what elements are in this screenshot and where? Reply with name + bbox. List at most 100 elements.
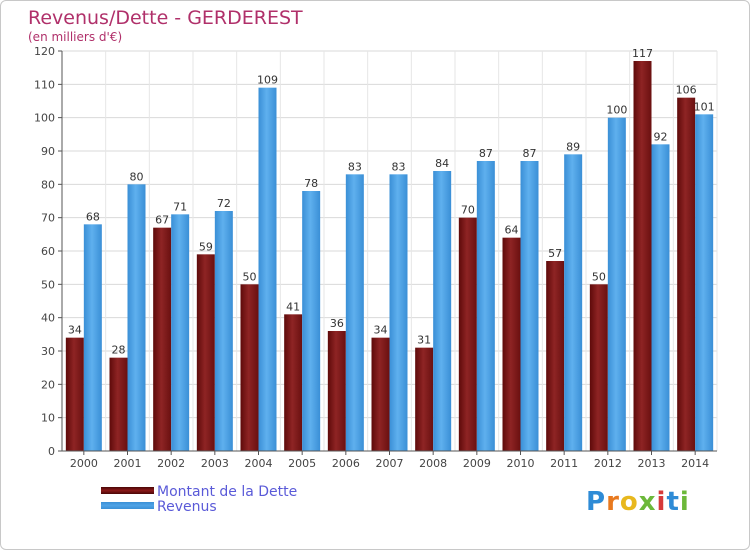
bar-debt (196, 254, 215, 451)
x-tick-label: 2007 (376, 457, 404, 470)
data-label-revenus: 101 (694, 100, 715, 113)
bar-debt (677, 97, 696, 452)
bar-debt (153, 227, 172, 451)
x-tick-label: 2011 (550, 457, 578, 470)
bar-debt (109, 357, 128, 451)
data-label-debt: 64 (505, 224, 519, 237)
y-tick-label: 110 (34, 78, 55, 91)
x-tick-label: 2001 (114, 457, 142, 470)
proxiti-logo: Proxiti (586, 487, 690, 517)
data-label-debt: 34 (68, 324, 82, 337)
bar-revenus (476, 161, 495, 451)
bar-debt (589, 284, 608, 451)
chart-title: Revenus/Dette - GERDEREST (28, 7, 303, 29)
y-tick-label: 90 (41, 145, 55, 158)
data-label-debt: 50 (243, 270, 257, 283)
data-label-debt: 57 (548, 247, 562, 260)
chart-subtitle: (en milliers d'€) (28, 30, 123, 44)
legend-label-revenus: Revenus (157, 499, 217, 515)
data-label-revenus: 80 (130, 170, 144, 183)
data-label-revenus: 89 (566, 140, 580, 153)
y-tick-label: 120 (34, 45, 55, 58)
data-label-debt: 28 (112, 344, 126, 357)
logo-letter: i (656, 487, 667, 517)
bar-revenus (345, 174, 364, 452)
bar-debt (371, 337, 390, 451)
x-tick-label: 2009 (463, 457, 491, 470)
y-tick-label: 30 (41, 345, 55, 358)
x-tick-label: 2000 (70, 457, 98, 470)
bar-debt (284, 314, 303, 451)
bar-debt (415, 347, 434, 451)
data-label-debt: 117 (632, 47, 653, 60)
x-tick-label: 2004 (245, 457, 273, 470)
y-tick-label: 70 (41, 212, 55, 225)
y-tick-label: 100 (34, 112, 55, 125)
x-tick-label: 2012 (594, 457, 622, 470)
data-label-debt: 34 (374, 324, 388, 337)
logo-letter: o (619, 487, 639, 517)
data-label-debt: 41 (286, 300, 300, 313)
bar-debt (240, 284, 259, 451)
data-label-debt: 36 (330, 317, 344, 330)
x-tick-label: 2014 (681, 457, 709, 470)
legend-swatch-debt (101, 487, 154, 494)
y-tick-label: 50 (41, 278, 55, 291)
logo-letter: P (586, 487, 607, 517)
bar-revenus (695, 114, 714, 451)
data-label-revenus: 83 (348, 160, 362, 173)
x-tick-label: 2010 (507, 457, 535, 470)
bar-revenus (83, 224, 102, 451)
bar-revenus (214, 211, 233, 451)
logo-letter: r (606, 487, 620, 517)
bar-debt (65, 337, 84, 451)
x-tick-label: 2013 (638, 457, 666, 470)
data-label-revenus: 87 (479, 147, 493, 160)
data-label-debt: 31 (417, 334, 431, 347)
bar-revenus (651, 144, 670, 452)
bar-revenus (607, 117, 626, 452)
bar-revenus (433, 171, 452, 451)
legend-label-debt: Montant de la Dette (157, 484, 298, 500)
bar-debt (327, 331, 346, 451)
bar-debt (502, 237, 521, 451)
data-label-revenus: 78 (304, 177, 318, 190)
data-label-revenus: 83 (392, 160, 406, 173)
bar-revenus (258, 87, 277, 452)
data-label-revenus: 109 (257, 74, 278, 87)
legend-swatch-revenus (101, 502, 154, 509)
bar-revenus (127, 184, 146, 452)
logo-letter: i (679, 487, 690, 517)
x-tick-label: 2003 (201, 457, 229, 470)
y-tick-label: 40 (41, 312, 55, 325)
data-label-debt: 67 (155, 214, 169, 227)
logo-letter: x (638, 487, 657, 517)
bar-revenus (171, 214, 190, 451)
logo-letter: t (666, 487, 680, 517)
y-tick-label: 0 (48, 445, 55, 458)
data-label-revenus: 100 (606, 104, 627, 117)
bar-revenus (520, 161, 539, 451)
y-tick-label: 60 (41, 245, 55, 258)
data-label-revenus: 68 (86, 210, 100, 223)
y-tick-label: 20 (41, 378, 55, 391)
data-label-debt: 106 (676, 84, 697, 97)
bar-revenus (389, 174, 408, 452)
data-label-debt: 59 (199, 240, 213, 253)
data-label-revenus: 92 (654, 130, 668, 143)
y-tick-label: 10 (41, 412, 55, 425)
x-tick-label: 2006 (332, 457, 360, 470)
x-tick-label: 2008 (419, 457, 447, 470)
x-tick-label: 2005 (288, 457, 316, 470)
bar-debt (546, 261, 565, 451)
x-tick-label: 2002 (157, 457, 185, 470)
bar-debt (633, 61, 652, 451)
data-label-revenus: 84 (435, 157, 449, 170)
data-label-revenus: 72 (217, 197, 231, 210)
bar-debt (458, 217, 477, 451)
bar-revenus (564, 154, 583, 452)
bar-revenus (302, 191, 321, 451)
data-label-revenus: 87 (523, 147, 537, 160)
